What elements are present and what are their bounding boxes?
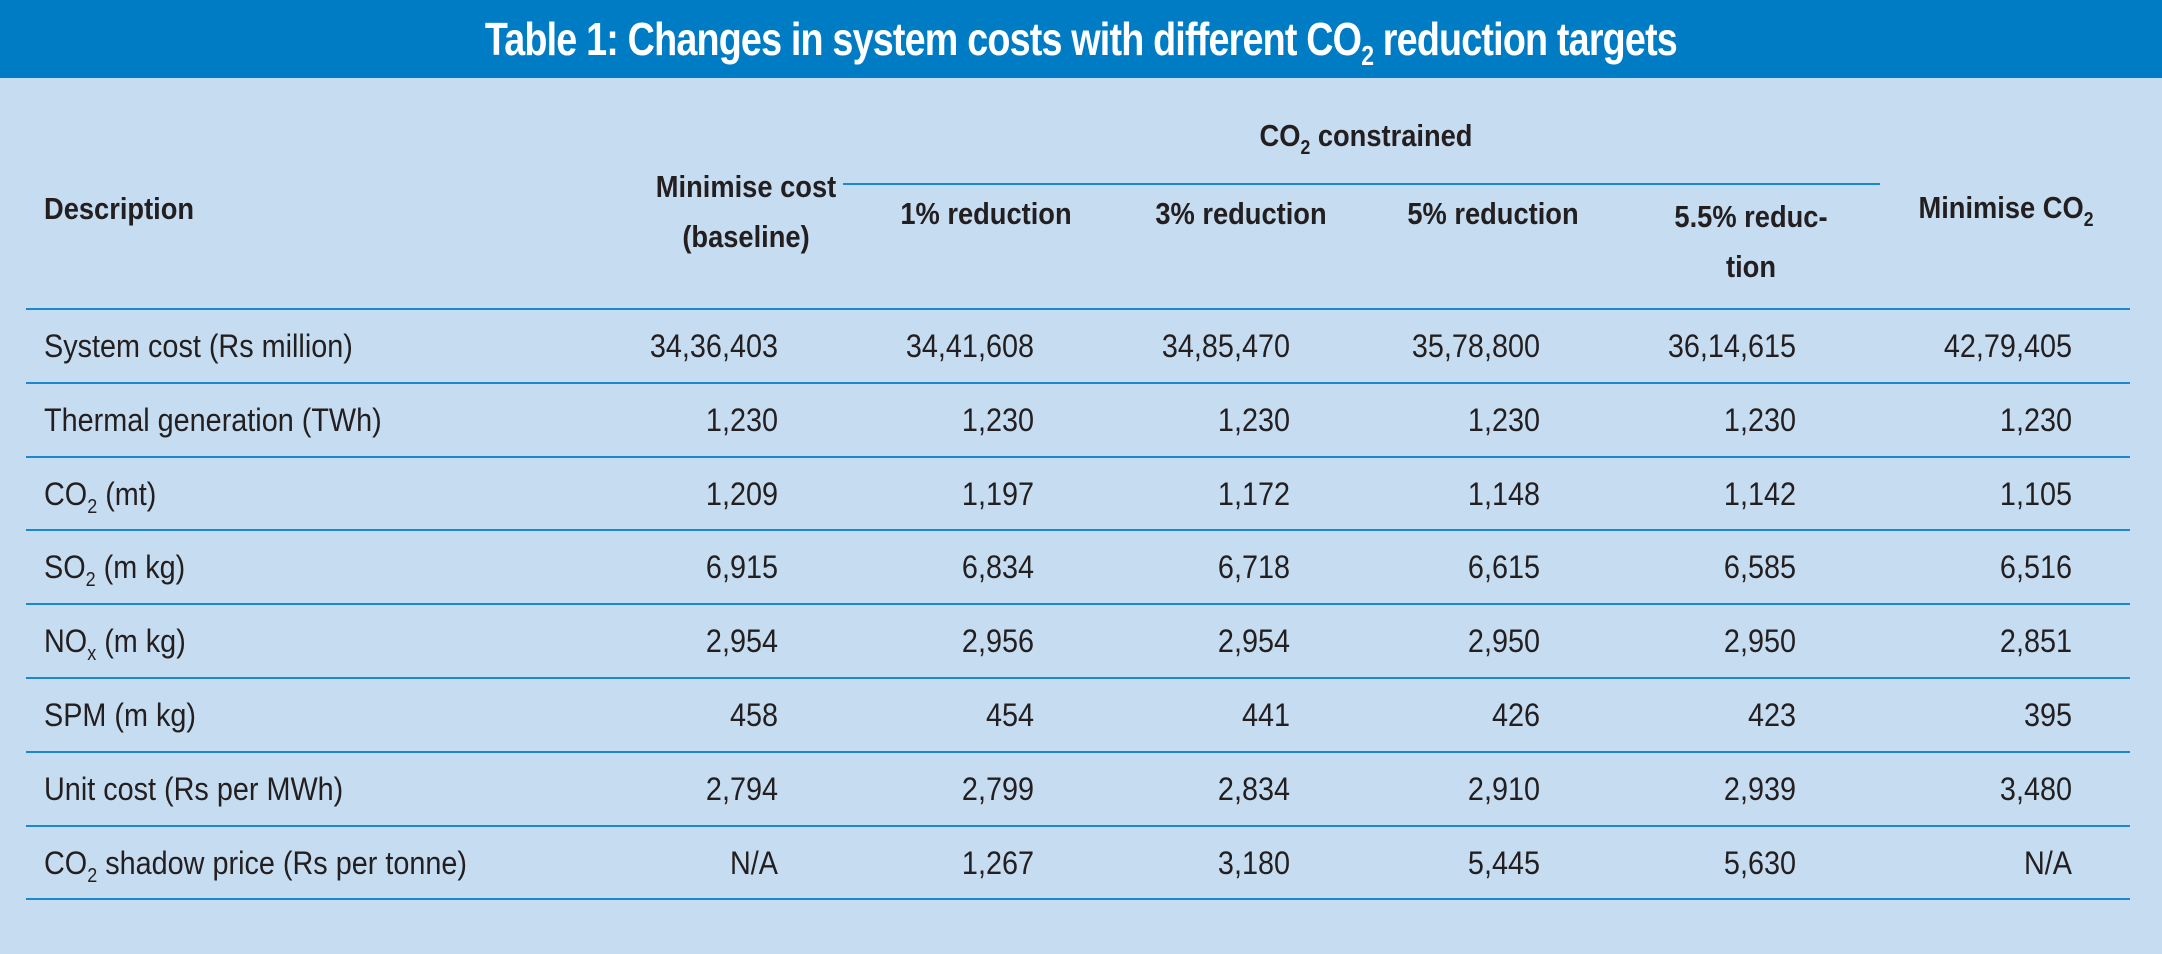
row-label: SPM (m kg) bbox=[44, 697, 197, 733]
row-rule bbox=[26, 824, 2130, 827]
table-cell: 458 bbox=[729, 697, 778, 733]
table-cell: 1,172 bbox=[1217, 475, 1290, 512]
table-cell: 2,956 bbox=[961, 623, 1034, 660]
table-row: System cost (Rs million) 34,36,403 34,41,6… bbox=[26, 310, 2130, 384]
table-cell: 1,267 bbox=[961, 844, 1034, 881]
table-cell: 454 bbox=[985, 697, 1034, 733]
table-cell: 6,615 bbox=[1467, 549, 1540, 586]
table-cell: 2,954 bbox=[705, 623, 778, 660]
table-row: CO2 shadow price (Rs per tonne) N/A 1,267 3… bbox=[26, 827, 2130, 901]
table-cell: 5,445 bbox=[1467, 844, 1540, 881]
table-cell: 1,230 bbox=[705, 401, 778, 438]
table-cell: 6,718 bbox=[1217, 549, 1290, 586]
table-cell: 3,480 bbox=[1999, 770, 2072, 807]
table-cell: 395 bbox=[2023, 697, 2072, 733]
header-baseline-line2: (baseline) bbox=[682, 219, 810, 254]
table-row: NOx (m kg) 2,954 2,956 2,954 2,950 2,950 2,851 bbox=[26, 605, 2130, 679]
table-cell: 34,36,403 bbox=[649, 328, 778, 364]
table-cell: 1,230 bbox=[1217, 401, 1290, 438]
row-label: SO2 (m kg) bbox=[44, 549, 186, 592]
table-cell: 2,910 bbox=[1467, 770, 1540, 807]
table-cell: 5,630 bbox=[1723, 844, 1796, 881]
row-label: Thermal generation (TWh) bbox=[44, 401, 382, 438]
row-rule bbox=[26, 676, 2130, 679]
row-label: NOx (m kg) bbox=[44, 623, 186, 666]
table-cell: 6,915 bbox=[705, 549, 778, 586]
table-cell: 2,834 bbox=[1217, 770, 1290, 807]
table-cell: 441 bbox=[1241, 697, 1290, 733]
table-cell: 2,794 bbox=[705, 770, 778, 807]
header-5-5pct-line2: tion bbox=[1726, 249, 1776, 284]
table-row: SPM (m kg) 458 454 441 426 423 395 bbox=[26, 679, 2130, 753]
header-minimise-co2: Minimise CO2 bbox=[1918, 190, 2094, 231]
table-cell: 35,78,800 bbox=[1411, 328, 1540, 364]
table-cell: 34,41,608 bbox=[905, 328, 1034, 364]
table-cell: 426 bbox=[1491, 697, 1540, 733]
header-rule bbox=[26, 308, 2130, 310]
table-row: Unit cost (Rs per MWh) 2,794 2,799 2,834 2,9… bbox=[26, 753, 2130, 827]
header-description: Description bbox=[44, 191, 195, 226]
header-1pct-reduction: 1% reduction bbox=[900, 196, 1072, 231]
title-bar: Table 1: Changes in system costs with di… bbox=[0, 0, 2162, 78]
table-cell: 42,79,405 bbox=[1943, 328, 2072, 364]
table-cell: 6,834 bbox=[961, 549, 1034, 586]
row-rule bbox=[26, 603, 2130, 606]
table-cell: 6,585 bbox=[1723, 549, 1796, 586]
table-cell: 3,180 bbox=[1217, 844, 1290, 881]
table-cell: 2,954 bbox=[1217, 623, 1290, 660]
table-cell: 34,85,470 bbox=[1161, 328, 1290, 364]
table-cell: 1,230 bbox=[1999, 401, 2072, 438]
table-cell: 2,950 bbox=[1723, 623, 1796, 660]
table-cell: 2,950 bbox=[1467, 623, 1540, 660]
table-cell: 2,851 bbox=[1999, 623, 2072, 660]
row-rule bbox=[26, 898, 2130, 901]
table-row: SO2 (m kg) 6,915 6,834 6,718 6,615 6,585 6,516 bbox=[26, 531, 2130, 606]
table-cell: 2,939 bbox=[1723, 770, 1796, 807]
table-cell: 1,197 bbox=[961, 475, 1034, 512]
header-3pct-reduction: 3% reduction bbox=[1155, 196, 1327, 231]
row-label: CO2 shadow price (Rs per tonne) bbox=[44, 844, 467, 887]
data-table: Description Minimise cost (baseline) CO2… bbox=[26, 78, 2130, 954]
row-rule bbox=[26, 529, 2130, 532]
header-5-5pct-reduction: 5.5% reduc- tion bbox=[1641, 192, 1861, 292]
table-cell: N/A bbox=[2023, 844, 2072, 881]
row-label: System cost (Rs million) bbox=[44, 328, 353, 364]
table-cell: 36,14,615 bbox=[1667, 328, 1796, 364]
row-label: Unit cost (Rs per MWh) bbox=[44, 770, 344, 807]
table-cell: 1,209 bbox=[705, 475, 778, 512]
row-rule bbox=[26, 750, 2130, 753]
table-cell: 2,799 bbox=[961, 770, 1034, 807]
table-cell: 1,230 bbox=[1723, 401, 1796, 438]
header-group-co2-constrained: CO2 constrained bbox=[1259, 118, 1473, 159]
row-rule bbox=[26, 381, 2130, 384]
table-cell: N/A bbox=[729, 844, 778, 881]
table-cell: 1,142 bbox=[1723, 475, 1796, 512]
table-row: Thermal generation (TWh) 1,230 1,230 1,230 1… bbox=[26, 384, 2130, 458]
row-label: CO2 (mt) bbox=[44, 475, 157, 518]
table-row: CO2 (mt) 1,209 1,197 1,172 1,148 1,142 1,105 bbox=[26, 458, 2130, 532]
table-cell: 1,230 bbox=[961, 401, 1034, 438]
header-minimise-cost: Minimise cost (baseline) bbox=[614, 162, 878, 262]
table-cell: 6,516 bbox=[1999, 549, 2072, 586]
table-cell: 1,148 bbox=[1467, 475, 1540, 512]
table-cell: 1,105 bbox=[1999, 475, 2072, 512]
row-rule bbox=[26, 455, 2130, 458]
table-title: Table 1: Changes in system costs with di… bbox=[484, 13, 1678, 71]
header-5pct-reduction: 5% reduction bbox=[1407, 196, 1579, 231]
header-baseline-line1: Minimise cost bbox=[655, 169, 837, 204]
header-5-5pct-line1: 5.5% reduc- bbox=[1674, 199, 1828, 234]
table-cell: 1,230 bbox=[1467, 401, 1540, 438]
table-cell: 423 bbox=[1747, 697, 1796, 733]
group-rule bbox=[843, 183, 1880, 185]
